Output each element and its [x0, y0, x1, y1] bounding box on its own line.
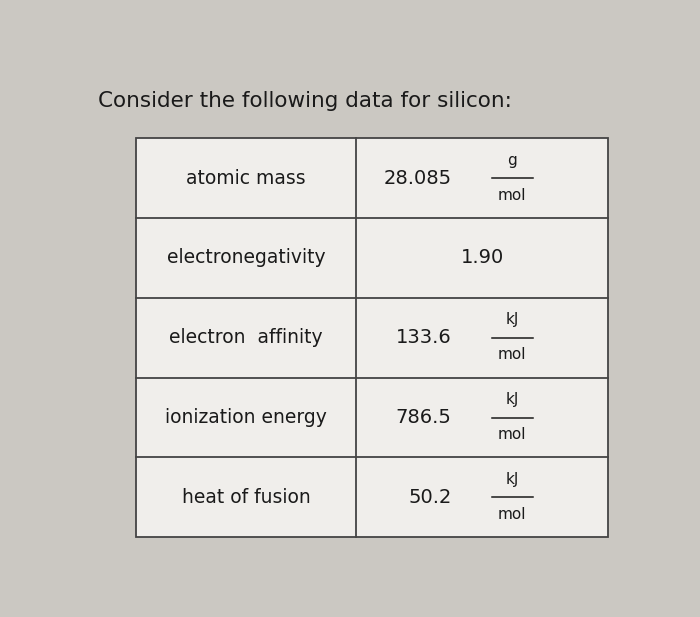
Text: 786.5: 786.5 — [396, 408, 452, 427]
Text: kJ: kJ — [505, 472, 519, 487]
Text: g: g — [508, 152, 517, 168]
Text: mol: mol — [498, 427, 526, 442]
Text: Consider the following data for silicon:: Consider the following data for silicon: — [98, 91, 512, 110]
Text: kJ: kJ — [505, 392, 519, 407]
Text: ionization energy: ionization energy — [165, 408, 327, 427]
Text: mol: mol — [498, 347, 526, 362]
Text: mol: mol — [498, 188, 526, 202]
Text: electron  affinity: electron affinity — [169, 328, 323, 347]
Text: electronegativity: electronegativity — [167, 249, 326, 267]
Text: 50.2: 50.2 — [408, 488, 452, 507]
Text: 133.6: 133.6 — [396, 328, 452, 347]
Text: heat of fusion: heat of fusion — [182, 488, 310, 507]
Text: 1.90: 1.90 — [461, 249, 504, 267]
Text: atomic mass: atomic mass — [186, 168, 306, 188]
Text: 28.085: 28.085 — [384, 168, 452, 188]
Text: kJ: kJ — [505, 312, 519, 327]
Text: mol: mol — [498, 507, 526, 522]
